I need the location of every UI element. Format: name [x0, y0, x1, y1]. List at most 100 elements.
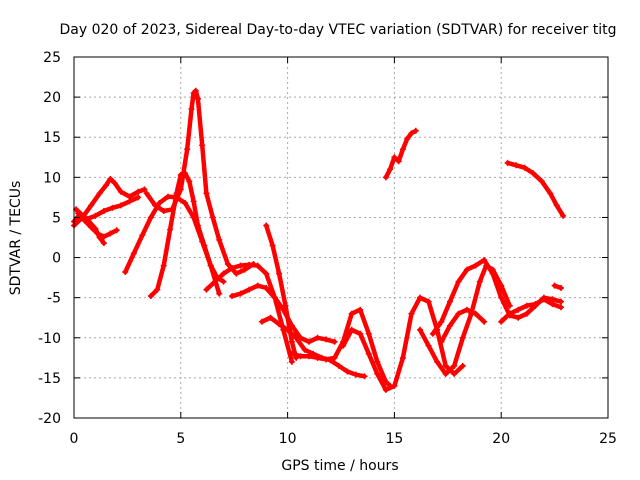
data-point-marker	[348, 326, 355, 333]
data-point-marker	[288, 338, 295, 345]
data-point-marker	[481, 318, 488, 325]
data-point-marker	[365, 350, 372, 357]
data-point-marker	[387, 166, 394, 173]
data-point-marker	[382, 174, 389, 181]
data-point-marker	[547, 190, 554, 197]
data-point-marker	[399, 146, 406, 153]
data-point-marker	[297, 353, 304, 360]
data-point-marker	[107, 175, 114, 182]
data-point-marker	[301, 346, 308, 353]
data-point-marker	[229, 264, 236, 271]
data-point-marker	[113, 227, 120, 234]
data-point-marker	[100, 208, 107, 215]
data-point-marker	[263, 285, 270, 292]
data-point-marker	[476, 278, 483, 285]
data-point-marker	[498, 294, 505, 301]
data-point-marker	[305, 338, 312, 345]
x-tick-label: 0	[70, 431, 79, 447]
data-point-marker	[451, 362, 458, 369]
data-point-marker	[459, 362, 466, 369]
chart-tick-labels: 0 5 10 15 20 25 -20 -15 -10 -5 0 5 10 15 20 25	[38, 50, 617, 447]
data-point-marker	[276, 270, 283, 277]
data-point-marker	[152, 202, 159, 209]
data-point-marker	[271, 294, 278, 301]
data-point-marker	[111, 179, 118, 186]
x-tick-label: 5	[176, 431, 185, 447]
data-point-marker	[122, 268, 129, 275]
y-tick-label: 15	[43, 130, 61, 146]
data-point-marker	[92, 212, 99, 219]
data-point-marker	[103, 182, 110, 189]
data-point-marker	[147, 214, 154, 221]
data-point-marker	[177, 186, 184, 193]
data-point-marker	[417, 326, 424, 333]
data-point-marker	[408, 130, 415, 137]
data-point-marker	[263, 222, 270, 229]
data-point-marker	[160, 262, 167, 269]
data-point-marker	[425, 342, 432, 349]
plot-frame	[73, 56, 609, 419]
x-tick-label: 25	[599, 431, 617, 447]
data-point-marker	[558, 298, 565, 305]
data-point-marker	[464, 266, 471, 273]
y-tick-label: 20	[43, 90, 61, 106]
data-point-marker	[220, 278, 227, 285]
data-point-marker	[523, 310, 530, 317]
series-arc-6-line	[148, 171, 226, 299]
data-point-marker	[404, 135, 411, 142]
data-point-marker	[94, 230, 101, 237]
data-point-marker	[446, 322, 453, 329]
y-tick-label: -10	[38, 331, 61, 347]
data-point-marker	[446, 298, 453, 305]
series-arc-17-line	[439, 307, 487, 345]
data-point-marker	[560, 212, 567, 219]
y-tick-label: -15	[38, 371, 61, 387]
data-point-marker	[498, 318, 505, 325]
data-point-marker	[506, 310, 513, 317]
x-tick-label: 15	[385, 431, 403, 447]
data-point-marker	[314, 334, 321, 341]
data-point-marker	[481, 256, 488, 263]
y-tick-label: -5	[47, 291, 61, 307]
data-point-marker	[425, 298, 432, 305]
data-point-marker	[130, 250, 137, 257]
y-tick-label: 25	[43, 50, 61, 66]
data-point-marker	[391, 154, 398, 161]
data-point-marker	[276, 321, 283, 328]
data-point-marker	[472, 262, 479, 269]
data-point-marker	[263, 270, 270, 277]
data-point-marker	[100, 233, 107, 240]
data-point-marker	[190, 198, 197, 205]
data-point-marker	[284, 326, 291, 333]
data-point-marker	[515, 306, 522, 313]
data-point-marker	[186, 178, 193, 185]
data-point-marker	[438, 318, 445, 325]
y-tick-label: 10	[43, 170, 61, 186]
data-point-marker	[88, 224, 95, 231]
data-point-marker	[530, 170, 537, 177]
data-point-marker	[438, 338, 445, 345]
data-point-marker	[455, 310, 462, 317]
data-point-marker	[199, 142, 206, 149]
data-point-marker	[246, 261, 253, 268]
data-point-marker	[331, 354, 338, 361]
data-point-marker	[335, 362, 342, 369]
series-arc-20-line	[505, 160, 566, 219]
data-point-marker	[442, 362, 449, 369]
data-point-marker	[117, 202, 124, 209]
data-point-marker	[551, 282, 558, 289]
data-point-marker	[135, 188, 142, 195]
series-arc-7-line	[144, 88, 256, 276]
data-point-marker	[434, 358, 441, 365]
data-point-marker	[340, 342, 347, 349]
data-point-marker	[167, 226, 174, 233]
data-point-marker	[558, 304, 565, 311]
data-point-marker	[188, 106, 195, 113]
chart-series	[71, 87, 567, 393]
data-point-marker	[348, 310, 355, 317]
data-point-marker	[523, 302, 530, 309]
data-point-marker	[100, 240, 107, 247]
y-axis-title: SDTVAR / TECUs	[8, 181, 24, 296]
data-point-marker	[532, 301, 539, 308]
data-point-marker	[154, 286, 161, 293]
